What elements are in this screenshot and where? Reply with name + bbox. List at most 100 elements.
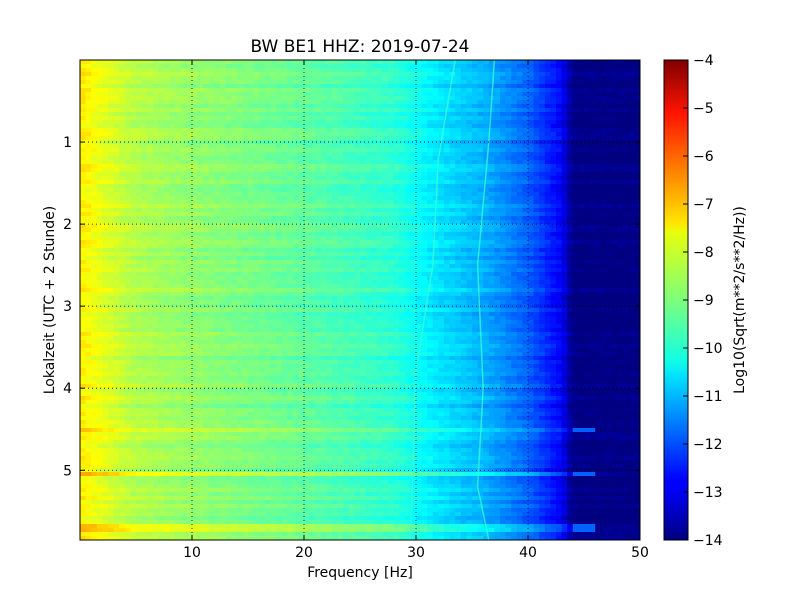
heatmap-cell [410,200,417,205]
heatmap-cell [304,92,311,97]
heatmap-cell [231,68,238,73]
heatmap-cell [505,164,512,169]
heatmap-cell [477,196,484,201]
heatmap-cell [444,92,451,97]
heatmap-cell [304,128,311,133]
heatmap-cell [449,136,456,141]
heatmap-cell [332,128,339,133]
heatmap-cell [634,184,640,189]
heatmap-cell [130,172,137,177]
heatmap-cell [500,200,507,205]
heatmap-cell [449,108,456,113]
heatmap-cell [124,192,131,197]
heatmap-cell [197,192,204,197]
heatmap-cell [533,104,540,109]
heatmap-cell [320,96,327,101]
heatmap-cell [281,104,288,109]
heatmap-cell [130,148,137,153]
heatmap-cell [528,152,535,157]
heatmap-cell [365,204,372,209]
heatmap-cell [472,196,479,201]
heatmap-cell [466,228,473,233]
heatmap-cell [208,152,215,157]
heatmap-cell [281,152,288,157]
heatmap-cell [270,236,277,241]
heatmap-cell [539,212,546,217]
heatmap-cell [96,168,103,173]
heatmap-cell [102,108,109,113]
heatmap-cell [292,144,299,149]
heatmap-cell [472,204,479,209]
heatmap-cell [472,232,479,237]
heatmap-cell [113,156,120,161]
heatmap-cell [119,68,126,73]
heatmap-cell [337,204,344,209]
heatmap-cell [550,68,557,73]
heatmap-cell [225,200,232,205]
heatmap-cell [606,156,613,161]
heatmap-cell [332,140,339,145]
heatmap-cell [147,184,154,189]
heatmap-cell [315,108,322,113]
heatmap-cell [253,60,260,65]
heatmap-cell [186,180,193,185]
heatmap-cell [410,184,417,189]
heatmap-cell [432,248,439,253]
heatmap-cell [119,88,126,93]
heatmap-cell [231,168,238,173]
heatmap-cell [528,200,535,205]
heatmap-cell [248,176,255,181]
heatmap-cell [572,216,579,221]
heatmap-cell [141,148,148,153]
heatmap-cell [360,252,367,257]
heatmap-cell [192,156,199,161]
heatmap-cell [634,148,640,153]
heatmap-cell [276,252,283,257]
heatmap-cell [136,96,143,101]
heatmap-cell [192,192,199,197]
heatmap-cell [556,232,563,237]
heatmap-cell [483,156,490,161]
heatmap-cell [550,164,557,169]
heatmap-cell [175,168,182,173]
heatmap-cell [488,228,495,233]
heatmap-cell [208,256,215,261]
heatmap-cell [444,236,451,241]
heatmap-cell [354,232,361,237]
heatmap-cell [600,208,607,213]
heatmap-cell [197,112,204,117]
heatmap-cell [354,188,361,193]
heatmap-cell [595,152,602,157]
heatmap-cell [281,72,288,77]
heatmap-cell [292,208,299,213]
heatmap-cell [180,152,187,157]
heatmap-cell [528,140,535,145]
heatmap-cell [326,200,333,205]
heatmap-cell [360,112,367,117]
heatmap-cell [628,208,635,213]
heatmap-cell [483,144,490,149]
heatmap-cell [113,172,120,177]
heatmap-cell [276,92,283,97]
heatmap-cell [231,256,238,261]
heatmap-cell [500,96,507,101]
heatmap-cell [634,192,640,197]
heatmap-cell [175,148,182,153]
heatmap-cell [242,232,249,237]
heatmap-cell [584,200,591,205]
heatmap-cell [612,208,619,213]
heatmap-cell [119,200,126,205]
heatmap-cell [91,248,98,253]
heatmap-cell [354,136,361,141]
heatmap-cell [264,236,271,241]
heatmap-cell [371,100,378,105]
heatmap-cell [259,184,266,189]
heatmap-cell [152,256,159,261]
heatmap-cell [432,160,439,165]
heatmap-cell [472,224,479,229]
heatmap-cell [516,112,523,117]
heatmap-cell [292,204,299,209]
heatmap-cell [483,136,490,141]
heatmap-cell [102,136,109,141]
heatmap-cell [108,124,115,129]
